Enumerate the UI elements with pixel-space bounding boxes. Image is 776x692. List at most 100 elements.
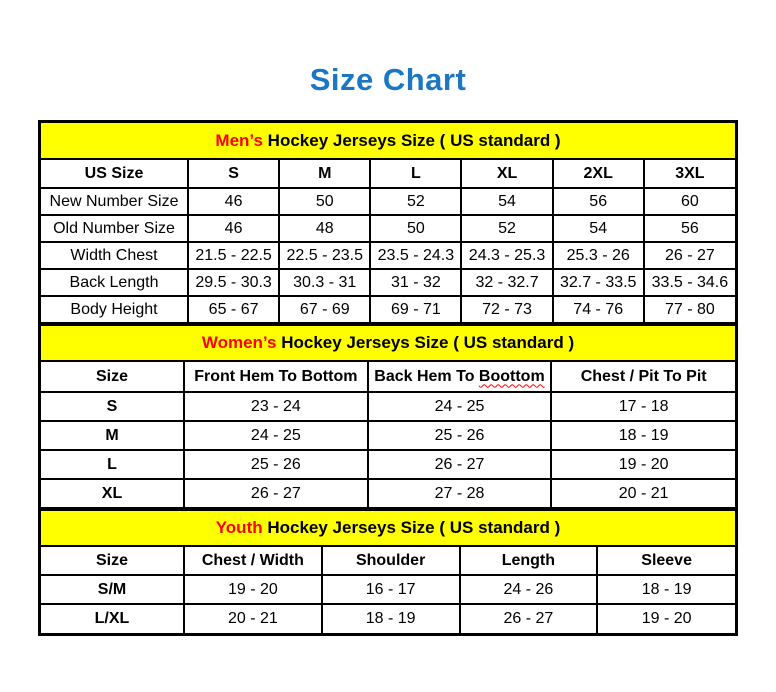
value-cell: 16 - 17 bbox=[320, 574, 461, 605]
womens-banner-text: Hockey Jerseys Size ( US standard ) bbox=[276, 333, 575, 352]
header-cell: 2XL bbox=[551, 160, 645, 189]
value-cell: 52 bbox=[460, 214, 554, 243]
youth-header-row: Size Chest / Width Shoulder Length Sleev… bbox=[41, 547, 735, 576]
header-cell-misspelled: Back Hem To Boottom bbox=[366, 362, 553, 393]
youth-banner-text: Hockey Jerseys Size ( US standard ) bbox=[262, 518, 561, 537]
row-label: Width Chest bbox=[41, 241, 189, 270]
row-label: S/M bbox=[41, 574, 185, 605]
header-cell: US Size bbox=[41, 160, 189, 189]
header-cell: Size bbox=[41, 362, 185, 393]
page-title: Size Chart bbox=[309, 62, 467, 97]
value-cell: 60 bbox=[642, 187, 735, 216]
youth-size-table: Size Chest / Width Shoulder Length Sleev… bbox=[41, 547, 735, 633]
mens-section-banner: Men’s Hockey Jerseys Size ( US standard … bbox=[41, 123, 735, 160]
value-cell: 33.5 - 34.6 bbox=[642, 268, 735, 297]
row-label: Body Height bbox=[41, 295, 189, 323]
mens-size-table: US Size S M L XL 2XL 3XL New Number Size… bbox=[41, 160, 735, 324]
row-label: L bbox=[41, 449, 185, 480]
mens-header-row: US Size S M L XL 2XL 3XL bbox=[41, 160, 735, 189]
value-cell: 54 bbox=[460, 187, 554, 216]
header-cell: S bbox=[186, 160, 281, 189]
value-cell: 19 - 20 bbox=[183, 574, 323, 605]
table-row: XL 26 - 27 27 - 28 20 - 21 bbox=[41, 478, 735, 508]
row-label: Old Number Size bbox=[41, 214, 189, 243]
row-label: M bbox=[41, 420, 185, 451]
value-cell: 77 - 80 bbox=[642, 295, 735, 323]
value-cell: 18 - 19 bbox=[550, 420, 735, 451]
value-cell: 23 - 24 bbox=[183, 391, 369, 422]
header-cell: L bbox=[369, 160, 463, 189]
value-cell: 52 bbox=[369, 187, 463, 216]
value-cell: 30.3 - 31 bbox=[278, 268, 372, 297]
value-cell: 17 - 18 bbox=[550, 391, 735, 422]
value-cell: 25 - 26 bbox=[183, 449, 369, 480]
table-row: L 25 - 26 26 - 27 19 - 20 bbox=[41, 449, 735, 480]
value-cell: 26 - 27 bbox=[458, 603, 599, 633]
value-cell: 25 - 26 bbox=[366, 420, 553, 451]
womens-banner-highlight: Women’s bbox=[201, 333, 277, 352]
value-cell: 18 - 19 bbox=[596, 574, 735, 605]
header-cell: Shoulder bbox=[320, 547, 461, 576]
value-cell: 27 - 28 bbox=[366, 478, 553, 508]
value-cell: 18 - 19 bbox=[320, 603, 461, 633]
value-cell: 22.5 - 23.5 bbox=[278, 241, 372, 270]
header-cell: Size bbox=[41, 547, 185, 576]
value-cell: 69 - 71 bbox=[369, 295, 463, 323]
value-cell: 32 - 32.7 bbox=[460, 268, 554, 297]
value-cell: 26 - 27 bbox=[366, 449, 553, 480]
value-cell: 50 bbox=[278, 187, 372, 216]
value-cell: 26 - 27 bbox=[642, 241, 735, 270]
header-cell: XL bbox=[460, 160, 554, 189]
row-label: L/XL bbox=[41, 603, 185, 633]
youth-section-banner: Youth Hockey Jerseys Size ( US standard … bbox=[41, 509, 735, 547]
size-chart-table-group: Men’s Hockey Jerseys Size ( US standard … bbox=[38, 120, 738, 636]
mens-banner-highlight: Men’s bbox=[215, 130, 263, 150]
value-cell: 72 - 73 bbox=[460, 295, 554, 323]
table-row: Back Length 29.5 - 30.3 30.3 - 31 31 - 3… bbox=[41, 268, 735, 297]
value-cell: 20 - 21 bbox=[550, 478, 735, 508]
value-cell: 50 bbox=[369, 214, 463, 243]
value-cell: 24 - 25 bbox=[183, 420, 369, 451]
value-cell: 24.3 - 25.3 bbox=[460, 241, 554, 270]
value-cell: 48 bbox=[278, 214, 372, 243]
value-cell: 54 bbox=[551, 214, 645, 243]
value-cell: 29.5 - 30.3 bbox=[186, 268, 281, 297]
table-row: M 24 - 25 25 - 26 18 - 19 bbox=[41, 420, 735, 451]
table-row: Width Chest 21.5 - 22.5 22.5 - 23.5 23.5… bbox=[41, 241, 735, 270]
value-cell: 67 - 69 bbox=[278, 295, 372, 323]
header-cell: Chest / Pit To Pit bbox=[550, 362, 735, 393]
header-cell: 3XL bbox=[642, 160, 735, 189]
value-cell: 32.7 - 33.5 bbox=[551, 268, 645, 297]
value-cell: 20 - 21 bbox=[183, 603, 323, 633]
value-cell: 24 - 25 bbox=[366, 391, 553, 422]
header-cell: Sleeve bbox=[596, 547, 735, 576]
header-cell: Length bbox=[458, 547, 599, 576]
table-row: S 23 - 24 24 - 25 17 - 18 bbox=[41, 391, 735, 422]
value-cell: 31 - 32 bbox=[369, 268, 463, 297]
row-label: Back Length bbox=[41, 268, 189, 297]
value-cell: 21.5 - 22.5 bbox=[186, 241, 281, 270]
row-label: XL bbox=[41, 478, 185, 508]
header-text: Back Hem To bbox=[374, 367, 479, 385]
value-cell: 46 bbox=[186, 187, 281, 216]
value-cell: 56 bbox=[642, 214, 735, 243]
womens-header-row: Size Front Hem To Bottom Back Hem To Boo… bbox=[41, 362, 735, 393]
womens-section-banner: Women’s Hockey Jerseys Size ( US standar… bbox=[41, 324, 735, 362]
header-cell: Chest / Width bbox=[183, 547, 323, 576]
spellcheck-squiggle-word: Boottom bbox=[478, 367, 545, 385]
table-row: Body Height 65 - 67 67 - 69 69 - 71 72 -… bbox=[41, 295, 735, 323]
value-cell: 26 - 27 bbox=[183, 478, 369, 508]
table-row: L/XL 20 - 21 18 - 19 26 - 27 19 - 20 bbox=[41, 603, 735, 633]
table-row: New Number Size 46 50 52 54 56 60 bbox=[41, 187, 735, 216]
table-row: Old Number Size 46 48 50 52 54 56 bbox=[41, 214, 735, 243]
table-row: S/M 19 - 20 16 - 17 24 - 26 18 - 19 bbox=[41, 574, 735, 605]
value-cell: 65 - 67 bbox=[186, 295, 281, 323]
value-cell: 19 - 20 bbox=[550, 449, 735, 480]
row-label: S bbox=[41, 391, 185, 422]
womens-size-table: Size Front Hem To Bottom Back Hem To Boo… bbox=[41, 362, 735, 509]
mens-banner-text: Hockey Jerseys Size ( US standard ) bbox=[262, 130, 561, 150]
youth-banner-highlight: Youth bbox=[215, 518, 263, 537]
value-cell: 19 - 20 bbox=[596, 603, 735, 633]
value-cell: 74 - 76 bbox=[551, 295, 645, 323]
